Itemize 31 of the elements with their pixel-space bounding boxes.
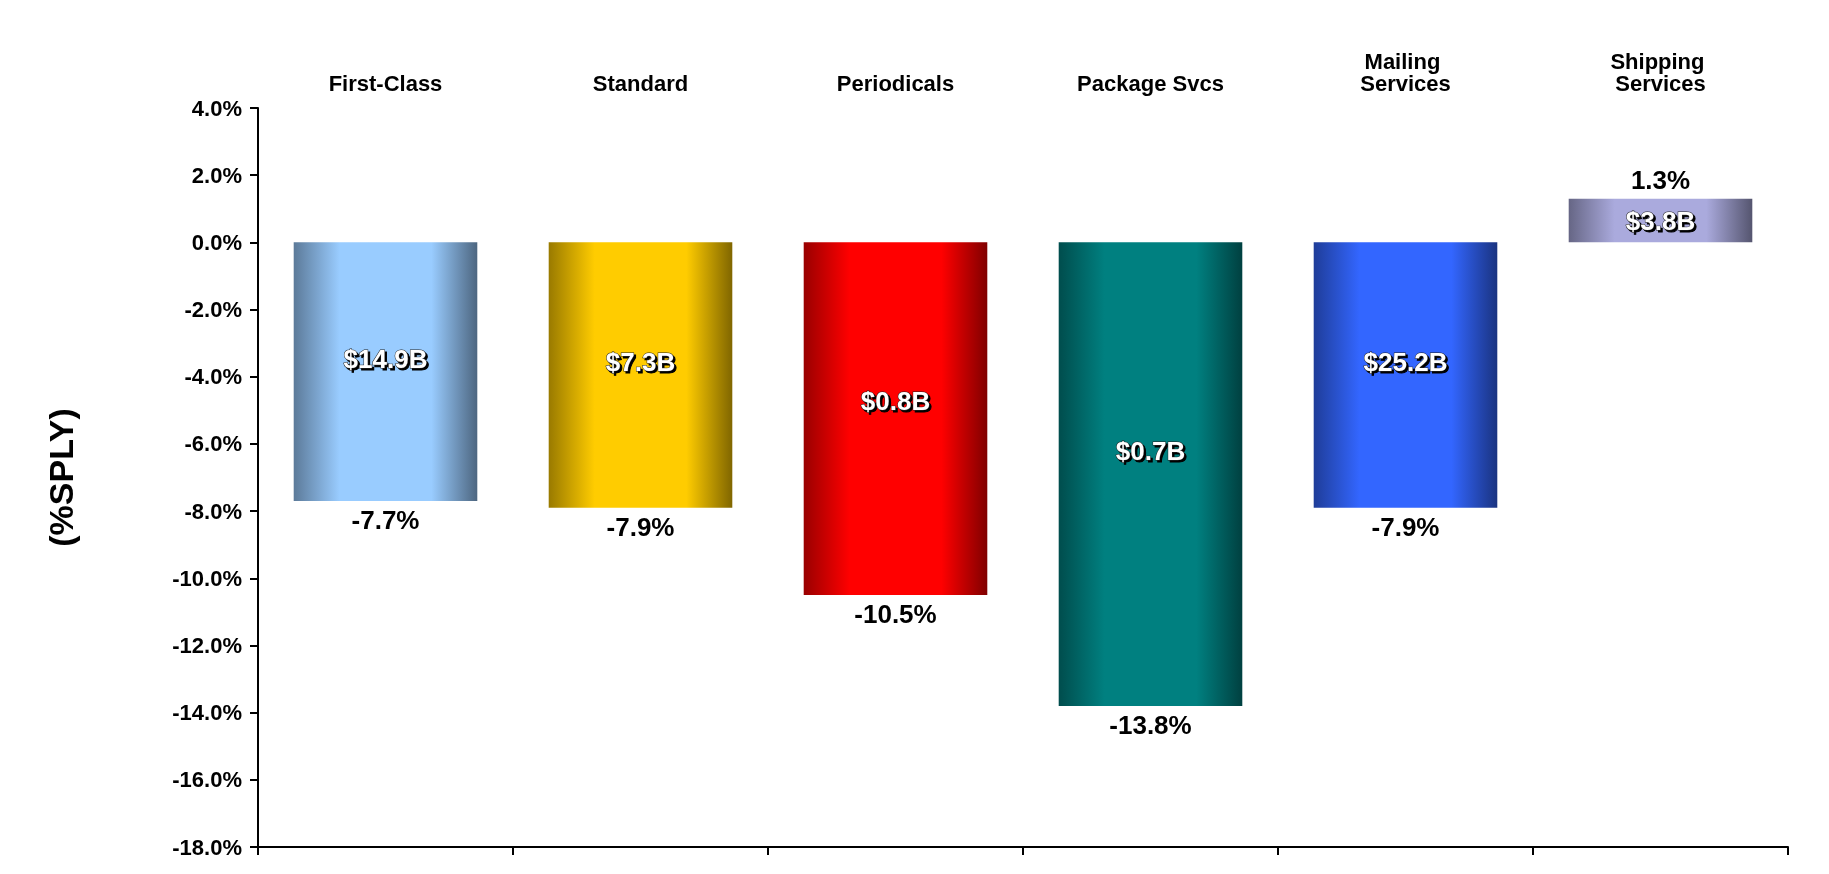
x-tick-label: Package Svcs: [1077, 70, 1224, 96]
y-tick-label: -4.0%: [184, 364, 242, 390]
x-tick-label: Periodicals: [836, 70, 955, 96]
annotation: $0.7B: [1115, 435, 1186, 466]
data-label: -13.8%: [1109, 709, 1192, 740]
y-tick-label: -14.0%: [172, 700, 242, 726]
data-label: -10.5%: [854, 599, 937, 630]
x-tick-label: Standard: [592, 70, 689, 96]
y-axis-title: (%SPLY): [42, 408, 80, 547]
y-tick-label: 4.0%: [191, 95, 242, 121]
data-label: -7.9%: [1371, 511, 1440, 542]
data-label: 1.3%: [1630, 164, 1691, 195]
annotation: $3.8B: [1625, 205, 1696, 236]
annotation: $14.9B: [343, 343, 428, 374]
y-tick-label: 2.0%: [191, 162, 242, 188]
y-tick-label: -6.0%: [184, 431, 242, 457]
y-tick-label: -8.0%: [184, 498, 242, 524]
y-tick-label: 0.0%: [191, 229, 242, 255]
data-label: -7.9%: [606, 511, 675, 542]
y-tick-label: -10.0%: [172, 565, 242, 591]
x-tick-label: First-Class: [328, 70, 443, 96]
y-tick-label: -18.0%: [172, 834, 242, 860]
y-tick-label: -12.0%: [172, 632, 242, 658]
annotation: $0.8B: [860, 386, 931, 417]
x-tick-label: Shipping Services: [1610, 48, 1711, 96]
data-label: -7.7%: [351, 505, 420, 536]
annotation: $7.3B: [605, 346, 676, 377]
x-tick-label: Mailing Services: [1360, 48, 1451, 96]
y-tick-label: -2.0%: [184, 297, 242, 323]
annotation: $25.2B: [1363, 346, 1448, 377]
y-tick-label: -16.0%: [172, 767, 242, 793]
